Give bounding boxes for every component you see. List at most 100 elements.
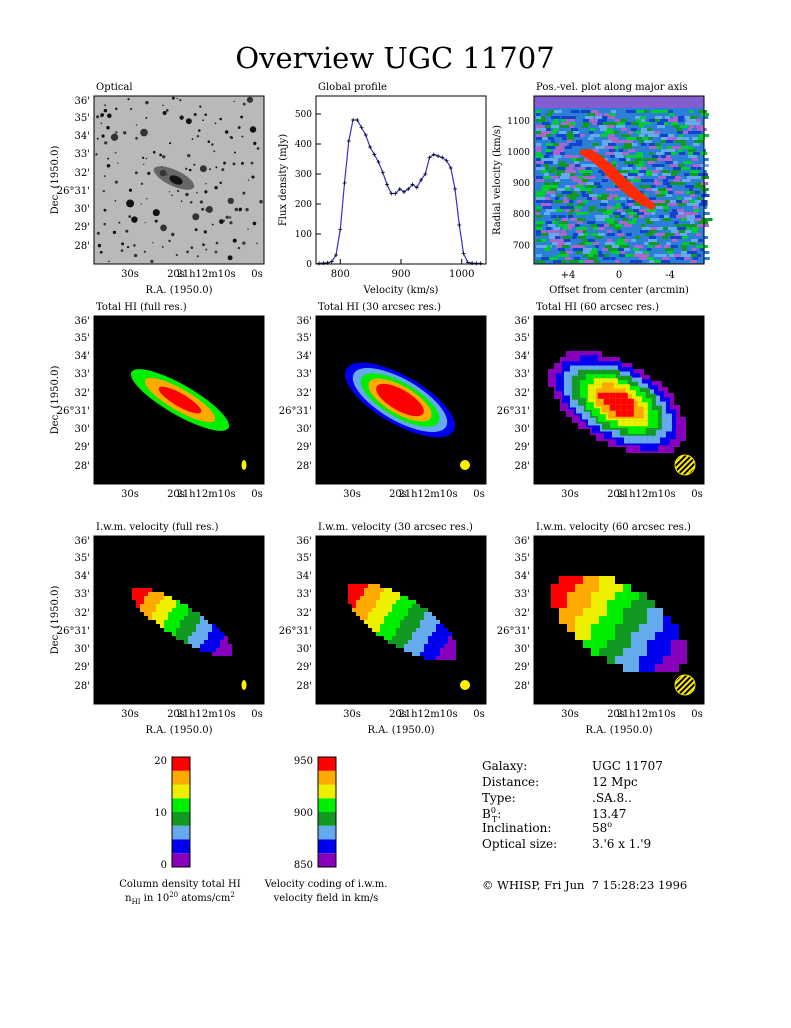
dec-tick-label: 26°31'	[497, 626, 530, 637]
velocity-pixel	[176, 636, 180, 640]
pv-noise-cell	[665, 248, 677, 251]
optical-star	[194, 228, 198, 232]
colorbar-segment	[172, 839, 190, 854]
velocity-pixel	[631, 608, 639, 616]
map-pixel	[626, 447, 632, 453]
pv-noise-cell	[546, 119, 556, 122]
velocity-pixel	[428, 612, 432, 616]
density-label-sup2: 2	[230, 891, 234, 899]
map-pixel	[554, 393, 560, 399]
ra-tick-label: 21h12m10s	[398, 489, 457, 500]
pv-noise-cell	[648, 131, 656, 134]
map-pixel	[657, 439, 664, 446]
velocity-pixel	[176, 612, 180, 616]
map-pixel	[645, 422, 652, 428]
pv-noise-cell	[580, 134, 585, 137]
velocity-pixel	[372, 588, 376, 592]
pv-noise-cell	[688, 182, 696, 185]
optical-star	[240, 115, 244, 119]
map-pixel	[631, 412, 638, 419]
pv-noise-cell	[639, 170, 648, 173]
vel-full-map	[132, 588, 232, 656]
velocity-pixel	[392, 612, 396, 616]
pv-noise-cell	[561, 173, 570, 176]
velocity-pixel	[599, 576, 607, 584]
velocity-pixel	[368, 592, 372, 596]
pv-noise-cell	[536, 119, 546, 122]
velocity-pixel	[428, 648, 432, 652]
dec-tick-label: 36'	[297, 536, 312, 547]
velocity-pixel	[436, 648, 440, 652]
pv-noise-cell	[593, 242, 605, 245]
pv-noise-cell	[568, 137, 575, 140]
velocity-pixel	[416, 644, 420, 648]
pv-noise-cell	[614, 131, 620, 134]
pv-noise-cell	[617, 161, 622, 164]
map-pixel	[575, 407, 582, 414]
velocity-pixel	[452, 652, 456, 656]
pv-noise-cell	[568, 221, 575, 224]
pv-noise-cell	[664, 209, 669, 212]
velocity-pixel	[623, 616, 631, 624]
velocity-pixel	[196, 636, 200, 640]
optical-star	[192, 213, 200, 221]
velocity-pixel	[448, 636, 452, 640]
pv-noise-cell	[664, 245, 670, 248]
pv-noise-cell	[671, 122, 683, 125]
pv-noise-cell	[605, 242, 617, 245]
pv-noise-cell	[655, 143, 664, 146]
pv-noise-cell	[551, 215, 557, 218]
pv-noise-cell	[603, 122, 612, 125]
velocity-pixel	[144, 592, 148, 596]
pv-noise-cell	[552, 113, 562, 116]
map-pixel	[651, 410, 658, 416]
pv-noise-cell	[546, 209, 557, 212]
pv-noise-cell	[561, 260, 567, 263]
map-pixel	[639, 398, 646, 404]
velocity-pixel	[168, 620, 172, 624]
velocity-pixel	[136, 596, 140, 600]
map-pixel	[680, 429, 686, 435]
pv-noise-cell	[595, 116, 605, 119]
pv-noise-cell	[653, 134, 659, 137]
dec-tick-label: 35'	[515, 333, 530, 344]
profile-point	[427, 155, 432, 160]
velocity-pixel	[408, 640, 412, 644]
velocity-pixel	[655, 664, 663, 672]
velocity-pixel	[404, 604, 408, 608]
velocity-pixel	[639, 664, 647, 672]
pv-noise-cell	[603, 110, 608, 113]
velocity-pixel	[575, 632, 583, 640]
beam-hi-full	[241, 460, 247, 470]
velocity-pixel	[432, 648, 436, 652]
pv-noise-cell	[553, 227, 561, 230]
pv-noise-cell	[545, 167, 550, 170]
pv-noise-cell	[634, 155, 645, 158]
velocity-pixel	[400, 624, 404, 628]
pv-noise-cell	[559, 161, 566, 164]
optical-star	[168, 191, 171, 193]
velocity-pixel	[412, 636, 416, 640]
map-pixel	[587, 419, 594, 426]
pv-noise-cell	[623, 227, 634, 230]
velocity-pixel	[583, 624, 591, 632]
optical-star	[128, 188, 133, 192]
velocity-pixel	[168, 624, 172, 628]
velocity-pixel	[380, 624, 384, 628]
pv-noise-cell	[648, 134, 656, 137]
pv-noise-cell	[626, 116, 637, 119]
map-pixel	[625, 394, 632, 401]
pv-noise-cell	[626, 158, 631, 161]
pv-noise-cell	[663, 218, 673, 221]
pv-noise-cell	[576, 113, 582, 116]
pv-noise-cell	[569, 200, 574, 203]
velocity-pixel	[212, 640, 216, 644]
ra-tick-label: 21h12m10s	[176, 709, 235, 720]
pv-noise-cell	[697, 197, 702, 200]
pv-noise-cell	[576, 230, 586, 233]
pv-noise-cell	[678, 182, 686, 185]
velocity-pixel	[228, 652, 232, 656]
velocity-pixel	[607, 592, 615, 600]
map-pixel	[627, 428, 634, 434]
